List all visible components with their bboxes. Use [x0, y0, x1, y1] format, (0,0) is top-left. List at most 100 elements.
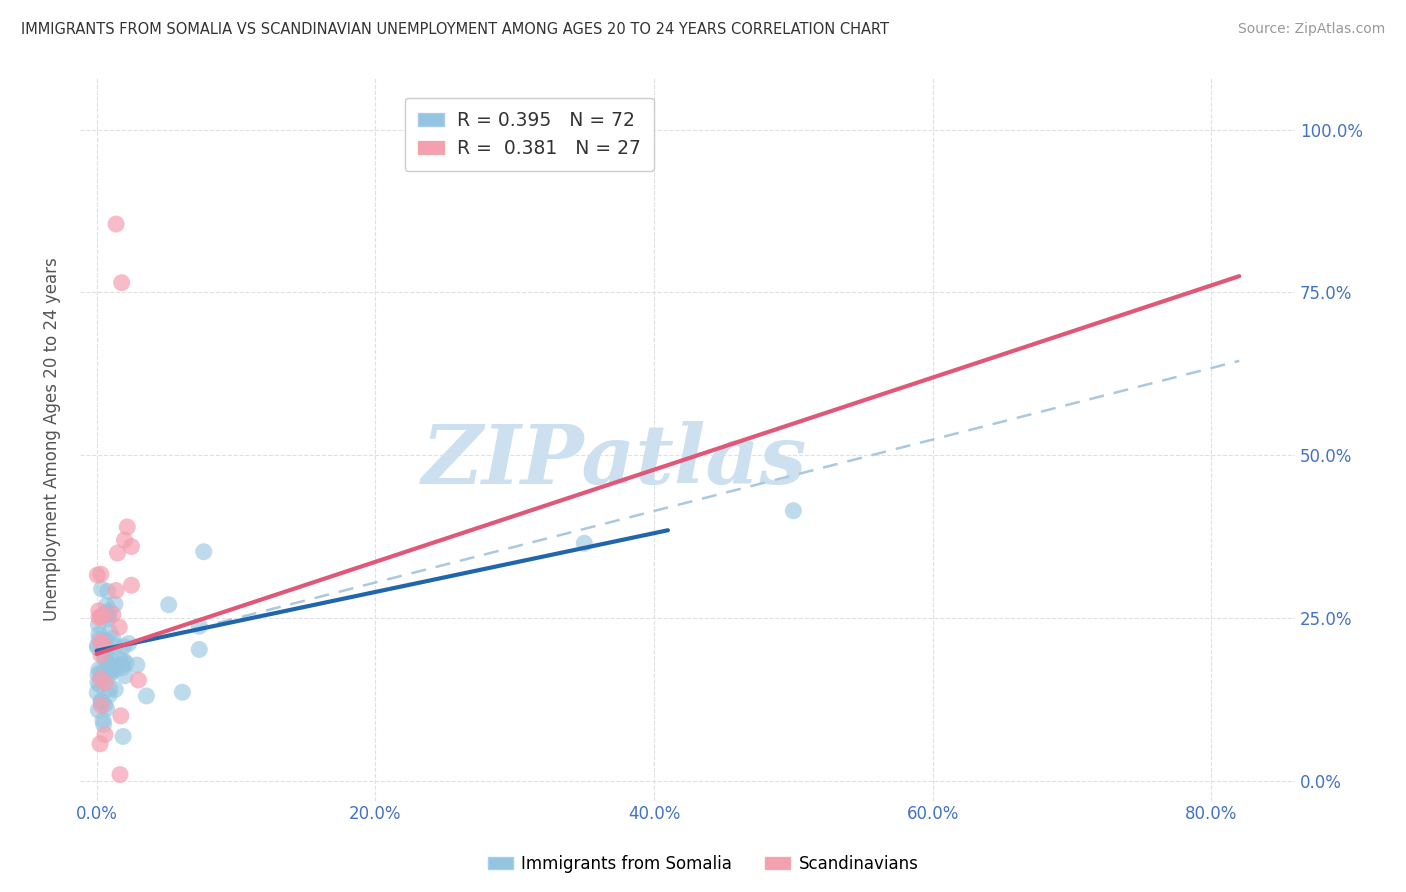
Point	[115, 656, 138, 670]
Point	[96, 608, 118, 623]
Point	[782, 504, 804, 518]
Point	[90, 608, 112, 623]
Point	[98, 625, 121, 640]
Point	[108, 767, 131, 781]
Point	[112, 653, 135, 667]
Point	[110, 708, 132, 723]
Point	[91, 670, 114, 684]
Point	[125, 658, 148, 673]
Point	[94, 644, 117, 658]
Point	[89, 635, 111, 649]
Point	[111, 276, 134, 290]
Point	[112, 730, 135, 744]
Point	[90, 665, 112, 680]
Point	[98, 666, 121, 681]
Point	[96, 606, 118, 620]
Point	[104, 639, 127, 653]
Point	[90, 698, 112, 713]
Point	[98, 688, 121, 702]
Point	[91, 713, 114, 727]
Point	[98, 657, 121, 672]
Point	[98, 681, 121, 696]
Point	[94, 676, 117, 690]
Point	[87, 604, 110, 618]
Y-axis label: Unemployment Among Ages 20 to 24 years: Unemployment Among Ages 20 to 24 years	[44, 257, 60, 621]
Point	[114, 669, 136, 683]
Point	[111, 657, 134, 672]
Legend: Immigrants from Somalia, Scandinavians: Immigrants from Somalia, Scandinavians	[481, 848, 925, 880]
Point	[98, 663, 121, 677]
Point	[89, 632, 111, 647]
Point	[93, 649, 115, 664]
Point	[97, 642, 120, 657]
Point	[94, 633, 117, 648]
Point	[89, 737, 111, 751]
Point	[90, 648, 112, 662]
Point	[90, 567, 112, 582]
Point	[90, 694, 112, 708]
Point	[94, 728, 117, 742]
Point	[101, 632, 124, 646]
Text: ZIPatlas: ZIPatlas	[422, 421, 807, 500]
Point	[188, 642, 211, 657]
Point	[114, 533, 136, 547]
Point	[97, 669, 120, 683]
Point	[93, 639, 115, 653]
Point	[117, 636, 139, 650]
Point	[96, 701, 118, 715]
Point	[104, 597, 127, 611]
Point	[91, 636, 114, 650]
Point	[86, 568, 108, 582]
Point	[86, 640, 108, 655]
Point	[93, 667, 115, 681]
Point	[97, 612, 120, 626]
Point	[87, 610, 110, 624]
Point	[87, 663, 110, 677]
Point	[117, 520, 139, 534]
Point	[157, 598, 180, 612]
Point	[86, 685, 108, 699]
Point	[97, 608, 120, 623]
Point	[93, 717, 115, 731]
Point	[96, 599, 118, 613]
Point	[107, 546, 129, 560]
Point	[574, 536, 596, 550]
Point	[105, 217, 128, 231]
Point	[87, 703, 110, 717]
Point	[91, 633, 114, 648]
Point	[112, 640, 135, 654]
Point	[108, 652, 131, 666]
Point	[97, 657, 120, 672]
Legend: R = 0.395   N = 72, R =  0.381   N = 27: R = 0.395 N = 72, R = 0.381 N = 27	[405, 97, 654, 171]
Text: IMMIGRANTS FROM SOMALIA VS SCANDINAVIAN UNEMPLOYMENT AMONG AGES 20 TO 24 YEARS C: IMMIGRANTS FROM SOMALIA VS SCANDINAVIAN …	[21, 22, 889, 37]
Point	[127, 673, 149, 687]
Point	[108, 620, 131, 634]
Point	[188, 619, 211, 633]
Point	[96, 607, 118, 622]
Point	[87, 667, 110, 681]
Point	[120, 578, 142, 592]
Point	[101, 655, 124, 669]
Point	[98, 604, 121, 618]
Point	[172, 685, 194, 699]
Point	[87, 627, 110, 641]
Point	[93, 698, 115, 712]
Point	[87, 617, 110, 632]
Point	[104, 682, 127, 697]
Point	[87, 675, 110, 690]
Point	[101, 607, 124, 622]
Point	[94, 606, 117, 620]
Point	[90, 672, 112, 686]
Point	[97, 584, 120, 599]
Point	[86, 639, 108, 653]
Point	[100, 663, 122, 677]
Point	[193, 545, 215, 559]
Point	[90, 610, 112, 624]
Point	[89, 678, 111, 692]
Point	[105, 583, 128, 598]
Point	[111, 661, 134, 675]
Point	[104, 662, 127, 676]
Point	[135, 689, 157, 703]
Point	[120, 540, 142, 554]
Point	[90, 582, 112, 596]
